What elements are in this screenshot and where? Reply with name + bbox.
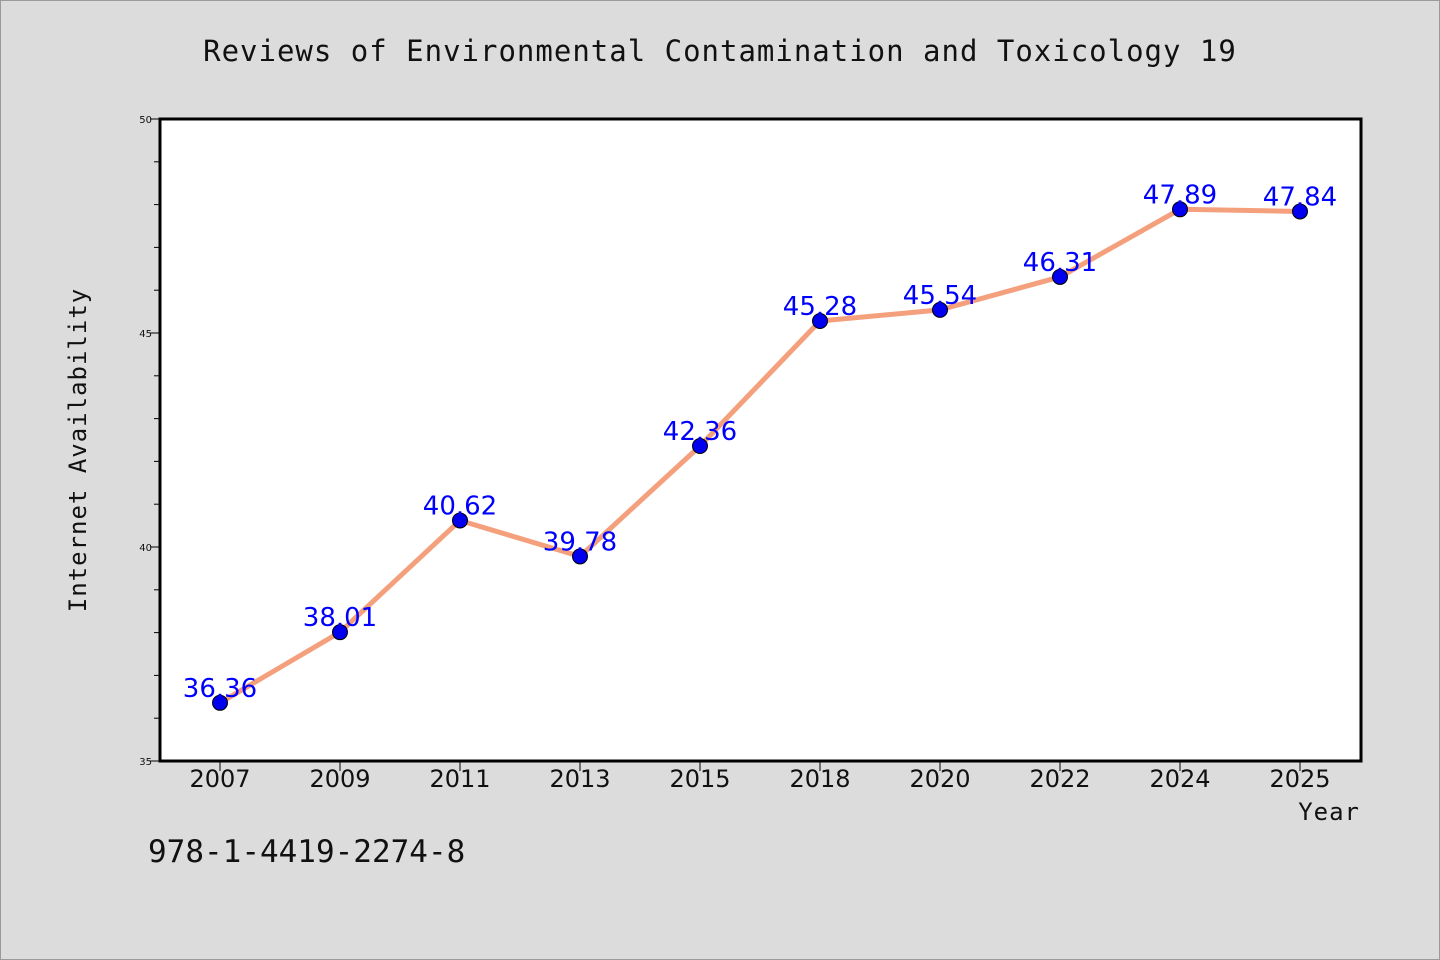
x-tick-label: 2011 [429, 765, 490, 793]
data-point [932, 301, 948, 318]
y-axis-label: Internet Availability [64, 288, 92, 612]
y-tick-label: 45 [139, 329, 152, 340]
series-line [218, 206, 1301, 705]
data-point [572, 548, 588, 565]
plot-area [158, 117, 1363, 763]
x-axis: 2007 2009 2011 2013 2015 2018 2020 2022 2024 2025 [189, 761, 1331, 793]
x-tick-label: 2024 [1149, 765, 1210, 793]
series-polyline [218, 206, 1301, 705]
data-label: 47.89 [1143, 180, 1217, 210]
x-tick-label: 2007 [189, 765, 250, 793]
data-point [452, 512, 468, 529]
x-tick-label: 2015 [669, 765, 730, 793]
data-point [212, 694, 228, 711]
data-label: 40.62 [423, 491, 497, 521]
data-label: 47.84 [1263, 182, 1337, 212]
x-tick-label: 2018 [789, 765, 850, 793]
x-tick-label: 2013 [549, 765, 610, 793]
data-label: 36.36 [183, 674, 257, 704]
data-label: 42.36 [663, 417, 737, 447]
data-label: 38.01 [303, 603, 377, 633]
y-tick-label: 35 [139, 757, 152, 768]
data-point [332, 624, 348, 641]
data-point [812, 313, 828, 330]
y-tick-label: 40 [139, 543, 152, 554]
data-point [1172, 201, 1188, 218]
data-point [1292, 203, 1308, 220]
data-label: 39.78 [543, 527, 617, 557]
chart-title: Reviews of Environmental Contamination a… [203, 34, 1237, 68]
x-tick-label: 2009 [309, 765, 370, 793]
y-tick-label: 50 [139, 115, 152, 126]
x-tick-label: 2020 [909, 765, 970, 793]
data-labels: 36.36 38.01 40.62 39.78 42.36 45.28 45.54 46.31… [183, 180, 1337, 703]
isbn-text: 978-1-4419-2274-8 [148, 834, 466, 870]
data-label: 45.28 [783, 292, 857, 322]
data-label: 45.54 [903, 281, 977, 311]
y-axis: 35 40 45 50 [139, 115, 160, 768]
data-point [1052, 268, 1068, 285]
series-markers [212, 201, 1308, 711]
x-axis-label: Year [1298, 798, 1360, 826]
x-tick-label: 2022 [1029, 765, 1090, 793]
data-label: 46.31 [1023, 248, 1097, 278]
data-point [692, 437, 708, 454]
x-tick-label: 2025 [1269, 765, 1330, 793]
